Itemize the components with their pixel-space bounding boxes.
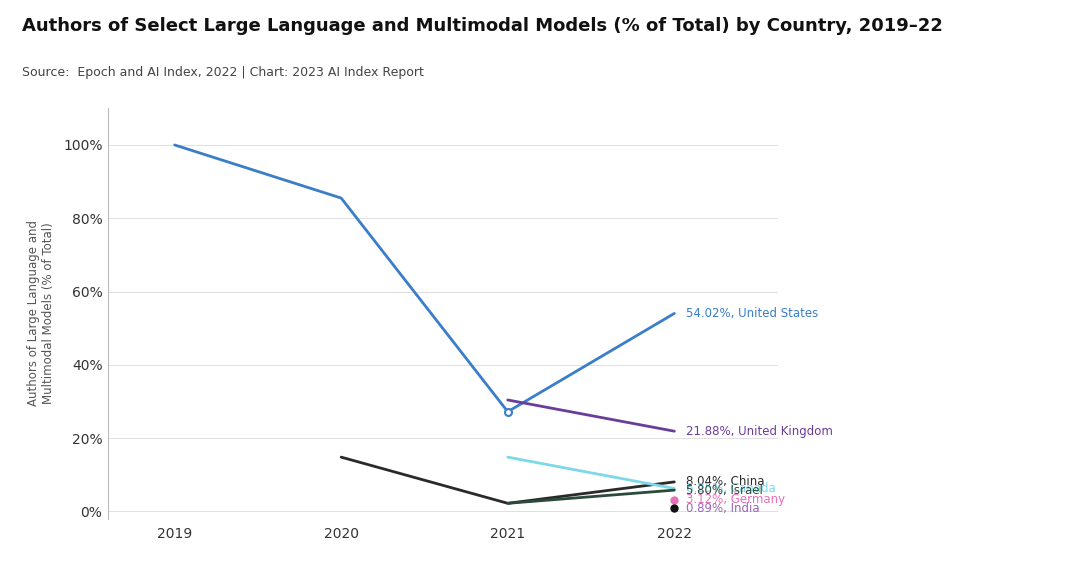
Text: Source:  Epoch and AI Index, 2022 | Chart: 2023 AI Index Report: Source: Epoch and AI Index, 2022 | Chart… <box>22 66 423 79</box>
Text: 6.25%, Canada: 6.25%, Canada <box>686 482 775 495</box>
Text: Authors of Select Large Language and Multimodal Models (% of Total) by Country, : Authors of Select Large Language and Mul… <box>22 17 943 35</box>
Text: 3.12%, Germany: 3.12%, Germany <box>686 494 785 506</box>
Text: 21.88%, United Kingdom: 21.88%, United Kingdom <box>686 425 833 438</box>
Text: 8.04%, China: 8.04%, China <box>686 475 765 488</box>
Y-axis label: Authors of Large Language and
Multimodal Models (% of Total): Authors of Large Language and Multimodal… <box>27 221 55 406</box>
Text: 0.89%, India: 0.89%, India <box>686 502 759 515</box>
Text: 5.80%, Israel: 5.80%, Israel <box>686 483 762 496</box>
Text: 54.02%, United States: 54.02%, United States <box>686 307 819 320</box>
